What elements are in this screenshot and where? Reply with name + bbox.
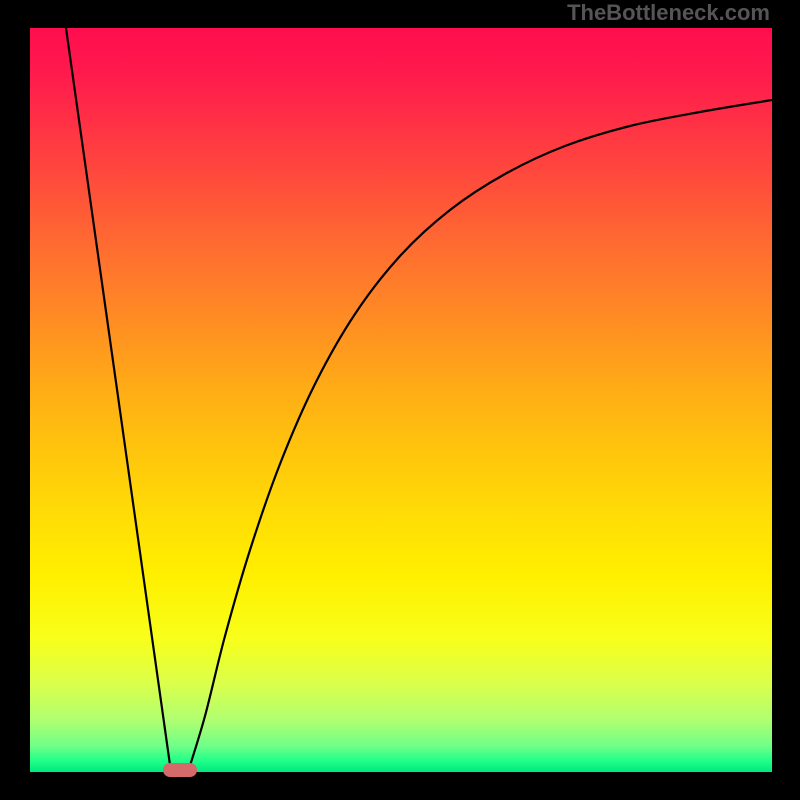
watermark-text: TheBottleneck.com xyxy=(567,0,770,26)
bottleneck-chart xyxy=(0,0,800,800)
chart-container: TheBottleneck.com xyxy=(0,0,800,800)
bottleneck-marker xyxy=(163,763,197,777)
plot-background xyxy=(30,28,772,772)
